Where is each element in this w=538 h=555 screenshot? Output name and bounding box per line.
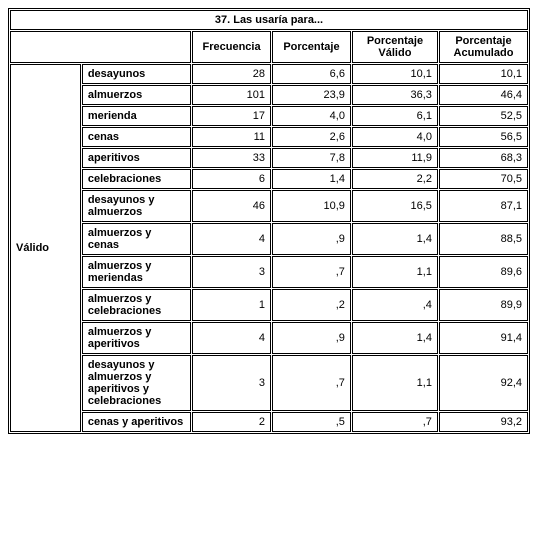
- cell-pct: 6,6: [272, 64, 351, 84]
- cell-freq: 28: [192, 64, 271, 84]
- cell-pct-v: 1,4: [352, 223, 438, 255]
- cell-freq: 4: [192, 322, 271, 354]
- cell-pct-a: 91,4: [439, 322, 528, 354]
- row-label: almuerzos y meriendas: [82, 256, 191, 288]
- cell-pct: 2,6: [272, 127, 351, 147]
- row-label: desayunos y almuerzos y aperitivos y cel…: [82, 355, 191, 411]
- cell-freq: 6: [192, 169, 271, 189]
- row-label: almuerzos y cenas: [82, 223, 191, 255]
- row-label: cenas y aperitivos: [82, 412, 191, 432]
- header-porcentaje-acumulado: Porcentaje Acumulado: [439, 31, 528, 63]
- cell-freq: 2: [192, 412, 271, 432]
- frequency-table: 37. Las usaría para... Frecuencia Porcen…: [8, 8, 530, 434]
- cell-pct-v: 1,4: [352, 322, 438, 354]
- header-porcentaje-valido: Porcentaje Válido: [352, 31, 438, 63]
- cell-pct: ,7: [272, 355, 351, 411]
- cell-freq: 46: [192, 190, 271, 222]
- cell-freq: 3: [192, 256, 271, 288]
- cell-pct-v: 4,0: [352, 127, 438, 147]
- table-title: 37. Las usaría para...: [10, 10, 528, 30]
- row-label: almuerzos y aperitivos: [82, 322, 191, 354]
- cell-pct: ,7: [272, 256, 351, 288]
- cell-pct-a: 46,4: [439, 85, 528, 105]
- header-frecuencia: Frecuencia: [192, 31, 271, 63]
- row-label: aperitivos: [82, 148, 191, 168]
- cell-pct: 4,0: [272, 106, 351, 126]
- cell-pct-a: 70,5: [439, 169, 528, 189]
- row-label: merienda: [82, 106, 191, 126]
- cell-freq: 33: [192, 148, 271, 168]
- cell-freq: 101: [192, 85, 271, 105]
- cell-pct: 10,9: [272, 190, 351, 222]
- cell-freq: 11: [192, 127, 271, 147]
- cell-pct-v: 16,5: [352, 190, 438, 222]
- cell-pct-a: 10,1: [439, 64, 528, 84]
- cell-pct-v: 6,1: [352, 106, 438, 126]
- cell-pct: 1,4: [272, 169, 351, 189]
- cell-freq: 4: [192, 223, 271, 255]
- side-label-valido: Válido: [10, 64, 81, 432]
- cell-pct: ,5: [272, 412, 351, 432]
- cell-pct: 7,8: [272, 148, 351, 168]
- cell-pct: ,9: [272, 322, 351, 354]
- cell-pct-a: 88,5: [439, 223, 528, 255]
- cell-pct-v: 1,1: [352, 355, 438, 411]
- cell-pct-v: 10,1: [352, 64, 438, 84]
- header-blank: [10, 31, 191, 63]
- row-label: desayunos y almuerzos: [82, 190, 191, 222]
- row-label: desayunos: [82, 64, 191, 84]
- cell-freq: 1: [192, 289, 271, 321]
- cell-pct-v: 2,2: [352, 169, 438, 189]
- cell-pct-a: 89,9: [439, 289, 528, 321]
- cell-freq: 17: [192, 106, 271, 126]
- cell-pct: ,9: [272, 223, 351, 255]
- cell-pct-a: 56,5: [439, 127, 528, 147]
- cell-pct-v: ,7: [352, 412, 438, 432]
- header-porcentaje: Porcentaje: [272, 31, 351, 63]
- row-label: cenas: [82, 127, 191, 147]
- cell-pct-a: 93,2: [439, 412, 528, 432]
- cell-pct-a: 52,5: [439, 106, 528, 126]
- cell-pct-a: 92,4: [439, 355, 528, 411]
- cell-pct: ,2: [272, 289, 351, 321]
- row-label: almuerzos: [82, 85, 191, 105]
- cell-pct-v: 11,9: [352, 148, 438, 168]
- row-label: almuerzos y celebraciones: [82, 289, 191, 321]
- cell-pct-a: 87,1: [439, 190, 528, 222]
- cell-pct-v: 1,1: [352, 256, 438, 288]
- row-label: celebraciones: [82, 169, 191, 189]
- cell-pct-v: ,4: [352, 289, 438, 321]
- cell-freq: 3: [192, 355, 271, 411]
- cell-pct-a: 68,3: [439, 148, 528, 168]
- cell-pct: 23,9: [272, 85, 351, 105]
- cell-pct-v: 36,3: [352, 85, 438, 105]
- cell-pct-a: 89,6: [439, 256, 528, 288]
